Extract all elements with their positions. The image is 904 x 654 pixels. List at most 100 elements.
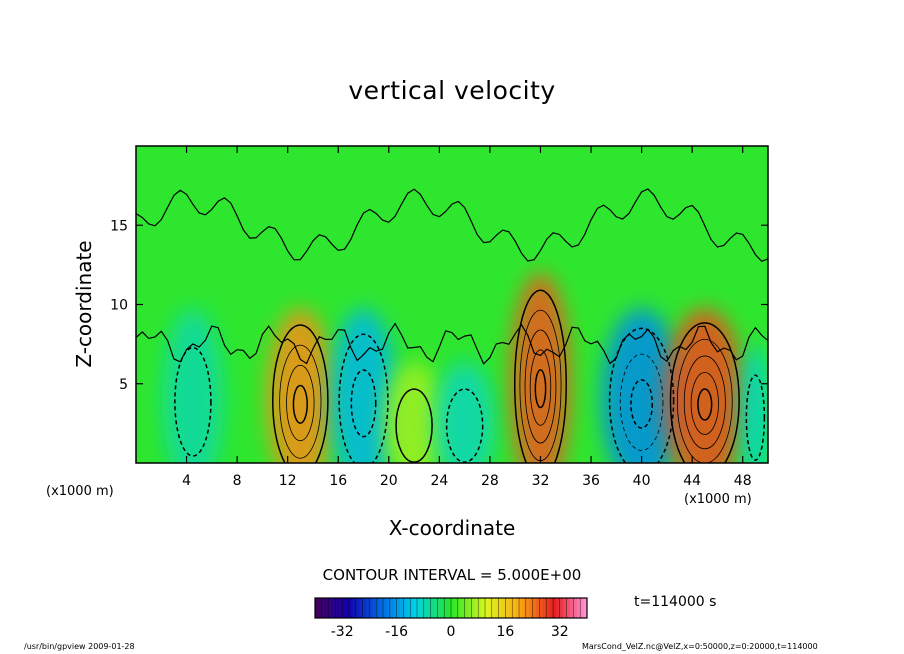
x-tick-label-48: 48: [734, 473, 752, 489]
x-tick-label-20: 20: [380, 473, 398, 489]
colorbar-tick-label--16: -16: [385, 624, 408, 640]
colorbar-tick-label--32: -32: [331, 624, 354, 640]
colorbar-segment: [481, 598, 486, 618]
colorbar-segment: [417, 598, 421, 618]
contour-cell-7-level-3: [630, 379, 654, 429]
colorbar-segment: [512, 598, 516, 618]
colorbar-segment: [464, 598, 469, 618]
colorbar-segment: [573, 598, 578, 618]
contour-cell-8-level-4: [690, 372, 719, 435]
contour-cell-6-level-1: [514, 289, 567, 463]
colorbar-segment: [335, 598, 340, 618]
y-tick-label-10: 10: [110, 298, 128, 314]
chart-title: vertical velocity: [348, 76, 556, 105]
contour-cell-1-level-3: [286, 364, 315, 442]
colorbar-segment: [583, 598, 588, 618]
colorbar-segment: [362, 598, 367, 618]
x-tick-label-16: 16: [329, 473, 347, 489]
colorbar-segment: [474, 598, 479, 618]
contour-cell-4-level-1: [395, 388, 433, 463]
colorbar-segment: [546, 598, 550, 618]
colorbar-segment: [454, 598, 459, 618]
colorbar-segment: [553, 598, 557, 618]
heatmap-cell-5: [434, 361, 495, 463]
colorbar-segment: [542, 598, 547, 618]
colorbar-segment: [539, 598, 544, 618]
colorbar-segment: [447, 598, 452, 618]
colorbar-segment: [389, 598, 394, 618]
colorbar-segment: [366, 598, 370, 618]
colorbar-segment: [396, 598, 401, 618]
colorbar-segment: [505, 598, 510, 618]
colorbar-segment: [570, 598, 574, 618]
contour-cell-7-level-2: [619, 353, 664, 451]
colorbar-segment: [359, 598, 363, 618]
contour-cell-1-level-4: [292, 384, 308, 424]
colorbar-segment: [576, 598, 581, 618]
x-unit-label-right: (x1000 m): [684, 492, 752, 507]
colorbar-tick-label-16: 16: [496, 624, 514, 640]
colorbar-segment: [495, 598, 499, 618]
colorbar-segment: [532, 598, 537, 618]
colorbar-segment: [376, 598, 380, 618]
colorbar-segment: [457, 598, 462, 618]
colorbar-segment: [413, 598, 418, 618]
colorbar-segment: [488, 598, 493, 618]
colorbar-segment: [502, 598, 506, 618]
colorbar-segment: [369, 598, 374, 618]
colorbar-segment: [434, 598, 438, 618]
colorbar-segment: [338, 598, 343, 618]
colorbar-segment: [345, 598, 350, 618]
contour-cell-7-level-1: [608, 327, 675, 463]
heatmap-cell-3: [330, 308, 397, 463]
colorbar-segment: [393, 598, 397, 618]
colorbar-segment: [525, 598, 530, 618]
y-axis: 5 10 15: [110, 218, 768, 393]
heatmap-cell-4: [383, 361, 445, 463]
colorbar-segment: [515, 598, 520, 618]
footer-left-text: /usr/bin/gpview 2009-01-28: [24, 642, 135, 651]
contour-cell-5-level-1: [445, 388, 484, 463]
heatmap-cell-7: [601, 308, 683, 463]
contour-cell-2-level-1: [174, 346, 212, 457]
x-tick-label-32: 32: [532, 473, 550, 489]
colorbar-segment: [478, 598, 482, 618]
colorbar-segment: [315, 598, 319, 618]
colorbar-segment: [498, 598, 503, 618]
colorbar-segment: [522, 598, 527, 618]
contour-cell-8-level-2: [676, 339, 733, 463]
x-axis: 4 8 12 16 20 24 28 32 36 40 44 48: [182, 146, 752, 489]
colorbar-segment: [549, 598, 554, 618]
x-tick-label-12: 12: [279, 473, 297, 489]
contour-interval-label: CONTOUR INTERVAL = 5.000E+00: [322, 566, 582, 584]
colorbar-segment: [355, 598, 360, 618]
x-tick-label-28: 28: [481, 473, 499, 489]
colorbar-segment: [403, 598, 408, 618]
colorbar-segment: [342, 598, 346, 618]
colorbar-segment: [383, 598, 387, 618]
heatmap-cell-9: [740, 344, 768, 463]
colorbar-segment: [420, 598, 425, 618]
colorbar-segment: [427, 598, 431, 618]
colorbar-segment: [372, 598, 377, 618]
colorbar-segment: [430, 598, 435, 618]
colorbar-segment: [328, 598, 333, 618]
colorbar-segment: [580, 598, 584, 618]
colorbar-segment: [559, 598, 564, 618]
colorbar-segment: [508, 598, 513, 618]
colorbar-segment: [332, 598, 336, 618]
zero-contour-line: [136, 322, 768, 365]
contour-cell-8-level-5: [697, 388, 713, 421]
colorbar: -32 -16 0 16 32: [314, 597, 588, 640]
contour-cell-8-level-1: [669, 322, 740, 463]
y-tick-label-5: 5: [119, 377, 128, 393]
x-tick-label-40: 40: [633, 473, 651, 489]
heatmap-cell-6: [510, 272, 571, 463]
x-tick-label-36: 36: [582, 473, 600, 489]
x-tick-label-24: 24: [430, 473, 448, 489]
colorbar-tick-label-0: 0: [447, 624, 456, 640]
colorbar-segment: [563, 598, 567, 618]
contour-cell-3-level-1: [338, 333, 389, 463]
colorbar-segment: [519, 598, 523, 618]
colorbar-segment: [410, 598, 414, 618]
